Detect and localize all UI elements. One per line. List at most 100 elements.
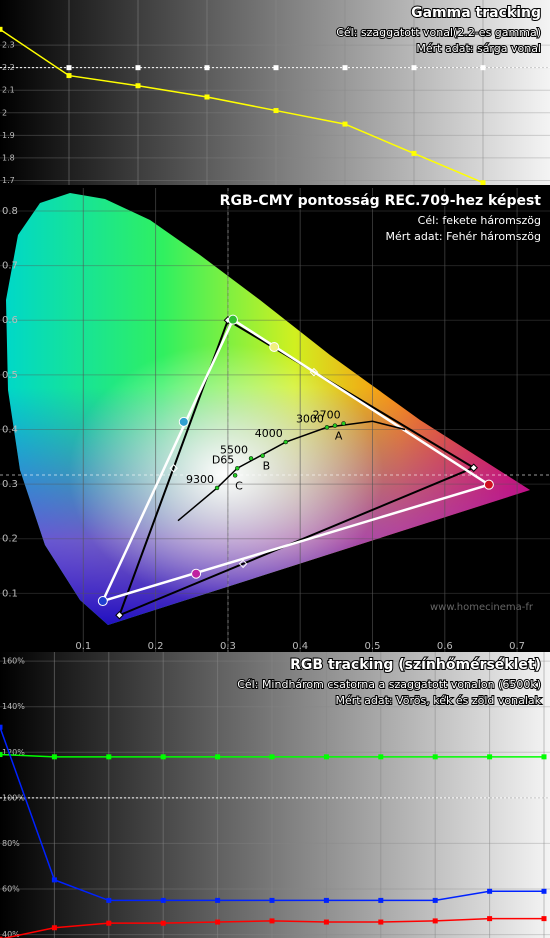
y-tick-label: 0.7 <box>2 261 18 272</box>
series-marker <box>432 754 438 760</box>
target-marker <box>480 65 486 71</box>
series-marker <box>0 724 3 730</box>
series-marker <box>204 94 210 100</box>
x-tick-label: 0.2 <box>148 641 164 652</box>
locus-point <box>341 421 346 426</box>
y-tick-label: 0.8 <box>2 206 18 217</box>
measured-triangle <box>100 317 492 604</box>
locus-label: 4000 <box>255 427 283 440</box>
y-tick-label: 2.1 <box>2 86 15 95</box>
series-marker <box>0 936 3 938</box>
measured-point <box>97 596 108 607</box>
series-marker <box>106 920 112 926</box>
series-marker <box>160 920 166 926</box>
y-tick-label: 0.1 <box>2 588 18 599</box>
target-secondary-marker <box>169 464 178 473</box>
chart-subtitle: Mért adat: sárga vonal <box>416 42 541 55</box>
y-tick-label: 2 <box>2 108 7 117</box>
x-tick-label: 0.6 <box>437 641 453 652</box>
series-marker <box>432 897 438 903</box>
measured-point <box>269 341 280 352</box>
locus-point <box>283 439 288 445</box>
y-tick-label: 1.7 <box>2 176 15 185</box>
y-tick-label: 0.2 <box>2 534 18 545</box>
series-marker <box>106 897 112 903</box>
series-marker <box>0 752 3 758</box>
series-marker <box>541 888 547 894</box>
series-marker <box>160 897 166 903</box>
chart-title: Gamma tracking <box>411 5 541 21</box>
chart-subtitle: Cél: Mindhárom csatorna a szaggatott von… <box>237 678 541 691</box>
series-marker <box>378 919 384 925</box>
locus-point <box>260 453 265 458</box>
measured-point <box>227 314 238 325</box>
series-marker <box>215 919 221 925</box>
series-marker <box>51 877 57 883</box>
locus-point <box>248 456 254 461</box>
locus-label: 2700 <box>313 408 341 421</box>
locus-label: 3000 <box>296 412 324 425</box>
series-marker <box>215 754 221 760</box>
series-marker <box>269 918 275 924</box>
chart-title: RGB tracking (színhőmérséklet) <box>290 657 541 673</box>
locus-point <box>332 423 338 428</box>
locus-label: A <box>335 430 343 443</box>
series-marker <box>269 897 275 903</box>
y-tick-label: 40% <box>2 930 20 938</box>
y-tick-label: 2.3 <box>2 41 15 50</box>
target-marker <box>342 65 348 71</box>
y-tick-label: 60% <box>2 885 20 894</box>
series-marker <box>323 754 329 760</box>
series-marker <box>487 754 493 760</box>
y-tick-label: 0.4 <box>2 424 18 435</box>
target-secondary-marker <box>309 367 319 377</box>
target-marker <box>273 65 279 71</box>
target-marker <box>135 65 141 71</box>
series-marker <box>411 150 417 156</box>
locus-point <box>232 473 238 478</box>
locus-point <box>214 485 220 491</box>
y-tick-label: 160% <box>2 657 25 666</box>
series-marker <box>106 754 112 760</box>
y-tick-label: 1.8 <box>2 153 15 162</box>
chart-title: RGB-CMY pontosság REC.709-hez képest <box>220 193 542 209</box>
series-marker <box>378 897 384 903</box>
locus-point <box>235 466 240 471</box>
panel-bg <box>0 0 550 185</box>
y-tick-label: 120% <box>2 748 25 757</box>
watermark: www.homecinema-fr <box>430 602 534 613</box>
series-marker <box>160 754 166 760</box>
series-marker <box>51 754 57 760</box>
y-tick-label: 0.3 <box>2 479 18 490</box>
y-tick-label: 0.5 <box>2 370 18 381</box>
panel-bg <box>0 652 550 938</box>
x-tick-label: 0.7 <box>509 641 525 652</box>
locus-point <box>324 425 330 430</box>
series-marker <box>323 897 329 903</box>
x-tick-label: 0.1 <box>75 641 91 652</box>
target-secondary-marker <box>238 559 248 569</box>
series-marker <box>51 925 57 931</box>
y-tick-label: 80% <box>2 839 20 848</box>
measured-point <box>191 568 202 579</box>
x-tick-label: 0.3 <box>220 641 236 652</box>
y-tick-label: 0.6 <box>2 315 18 326</box>
series-marker <box>487 916 493 922</box>
series-marker <box>66 73 72 79</box>
measured-point <box>178 416 189 427</box>
measured-point <box>483 479 494 490</box>
locus-label: C <box>235 479 243 492</box>
series-marker <box>541 754 547 760</box>
locus-label: 5500 <box>220 443 248 456</box>
series-marker <box>323 919 329 925</box>
series-marker <box>269 754 275 760</box>
locus-label: B <box>263 460 271 473</box>
locus-label: 9300 <box>186 473 214 486</box>
series-marker <box>432 918 438 924</box>
series-marker <box>0 26 3 32</box>
series-line <box>0 28 484 184</box>
chart-subtitle: Mért adat: Vörös, kék és zöld vonalak <box>336 694 542 707</box>
plot: 1.71.81.922.12.22.3 <box>0 0 550 185</box>
series-marker <box>487 888 493 894</box>
